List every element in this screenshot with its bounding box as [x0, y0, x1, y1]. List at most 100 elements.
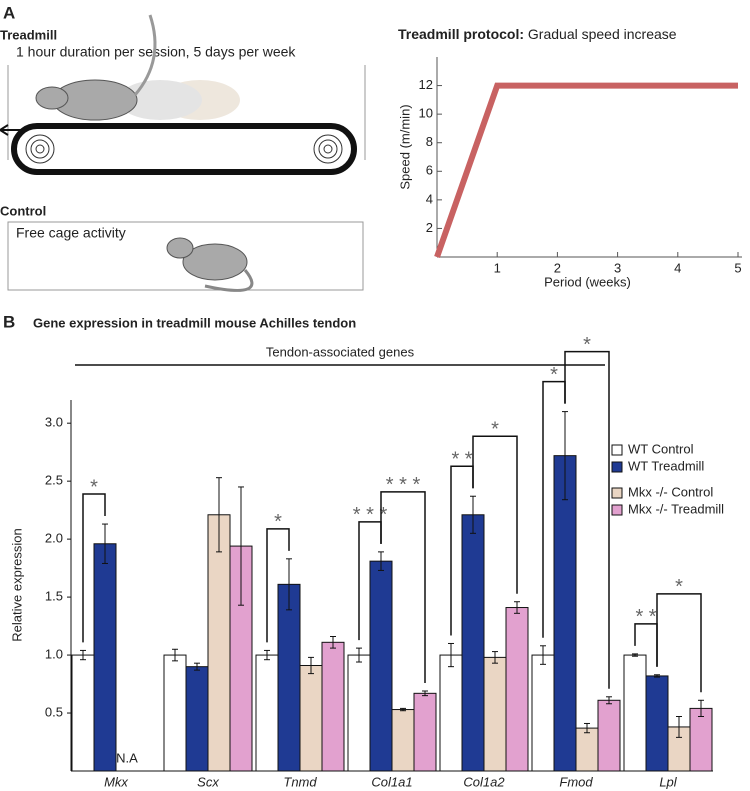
significance-label: * *	[635, 606, 656, 628]
x-tick-label: Tnmd	[283, 774, 317, 789]
y-tick-label: 4	[426, 191, 433, 206]
bar	[505, 607, 529, 772]
y-tick-label: 1.0	[45, 647, 63, 662]
legend-label: Mkx -/- Treadmill	[628, 501, 724, 516]
error-bar	[378, 551, 384, 571]
significance-label: *	[491, 419, 499, 441]
title: Treadmill protocol:	[398, 26, 524, 42]
bar	[93, 543, 117, 772]
bar	[439, 654, 463, 772]
error-bar	[80, 649, 86, 661]
y-tick-label: 2.0	[45, 531, 63, 546]
bar	[321, 641, 345, 772]
bar	[185, 666, 209, 772]
x-tick-label: 2	[554, 260, 561, 275]
error-bar	[632, 653, 638, 657]
significance-label: *	[583, 334, 591, 356]
x-tick-label: 3	[614, 260, 621, 275]
error-bar	[584, 722, 590, 734]
section-title: Control	[0, 203, 46, 218]
significance-label: * *	[451, 449, 472, 471]
y-tick-label: 1.5	[45, 589, 63, 604]
significance-bracket	[472, 435, 518, 594]
bar	[575, 727, 599, 772]
bar	[391, 709, 415, 772]
y-tick-label: 0.5	[45, 704, 63, 719]
bar	[623, 654, 647, 772]
legend-swatch	[611, 444, 623, 456]
bar	[531, 654, 555, 772]
y-tick-label: 8	[426, 134, 433, 149]
x-tick-label: Fmod	[559, 774, 593, 789]
significance-bracket	[266, 528, 290, 643]
error-bar	[514, 601, 520, 614]
y-tick-label: 12	[419, 77, 433, 92]
bar	[689, 707, 713, 772]
chart-title: Gene expression in treadmill mouse Achil…	[33, 315, 356, 330]
annotation: N.A	[116, 750, 138, 765]
error-bar	[492, 651, 498, 664]
bar	[369, 560, 393, 772]
error-bar	[470, 495, 476, 534]
bar	[299, 664, 323, 772]
speed-line	[434, 82, 738, 258]
error-bar	[172, 648, 178, 662]
error-bar	[654, 674, 660, 678]
error-bar	[264, 649, 270, 661]
error-bar	[540, 645, 546, 665]
note: 1 hour duration per session, 5 days per …	[16, 44, 296, 60]
bar	[71, 654, 95, 772]
panel-label: B	[3, 312, 15, 331]
cage	[7, 221, 364, 291]
x-tick-label: Lpl	[659, 774, 677, 789]
chart-title: Treadmill protocol: Gradual speed increa…	[398, 26, 677, 42]
error-bar	[676, 716, 682, 738]
x-tick-label: Col1a2	[463, 774, 505, 789]
x-axis-label: Period (weeks)	[544, 274, 631, 289]
y-tick-label: 10	[419, 106, 433, 121]
x-tick-label: Mkx	[104, 774, 128, 789]
note: Free cage activity	[16, 225, 126, 241]
y-tick-label: 6	[426, 163, 433, 178]
error-bar	[102, 523, 108, 564]
legend-swatch	[611, 504, 623, 516]
significance-label: *	[675, 576, 683, 598]
legend-label: Mkx -/- Control	[628, 484, 713, 499]
bar	[597, 699, 621, 772]
bar	[645, 675, 669, 772]
x-tick-label: 4	[674, 260, 681, 275]
error-bar	[194, 662, 200, 671]
y-tick-label: 2.5	[45, 473, 63, 488]
significance-label: *	[274, 511, 282, 533]
legend-label: WT Control	[628, 441, 694, 456]
bar	[553, 455, 577, 772]
bar	[347, 654, 371, 772]
bar	[163, 654, 187, 772]
significance-bracket	[656, 593, 702, 693]
x-tick-label: Col1a1	[371, 774, 412, 789]
error-bar	[308, 656, 314, 675]
y-axis-label: Relative expression	[9, 528, 24, 641]
significance-bracket	[82, 493, 106, 643]
y-axis-label: Speed (m/min)	[397, 104, 412, 189]
bar	[483, 656, 507, 772]
panel-label: A	[3, 3, 15, 22]
error-bar	[698, 699, 704, 718]
error-bar	[356, 647, 362, 663]
significance-label: *	[90, 476, 98, 498]
error-bar	[562, 411, 568, 501]
significance-bracket	[380, 491, 426, 684]
x-tick-label: 1	[494, 260, 501, 275]
bar	[413, 692, 437, 772]
error-bar	[330, 636, 336, 649]
bar	[461, 514, 485, 772]
significance-bracket	[564, 350, 610, 689]
y-tick-label: 3.0	[45, 415, 63, 430]
error-bar	[238, 486, 244, 606]
significance-label: *	[550, 364, 558, 386]
bar	[255, 654, 279, 772]
error-bar	[400, 707, 406, 712]
error-bar	[216, 477, 222, 553]
y-tick-label: 2	[426, 220, 433, 235]
